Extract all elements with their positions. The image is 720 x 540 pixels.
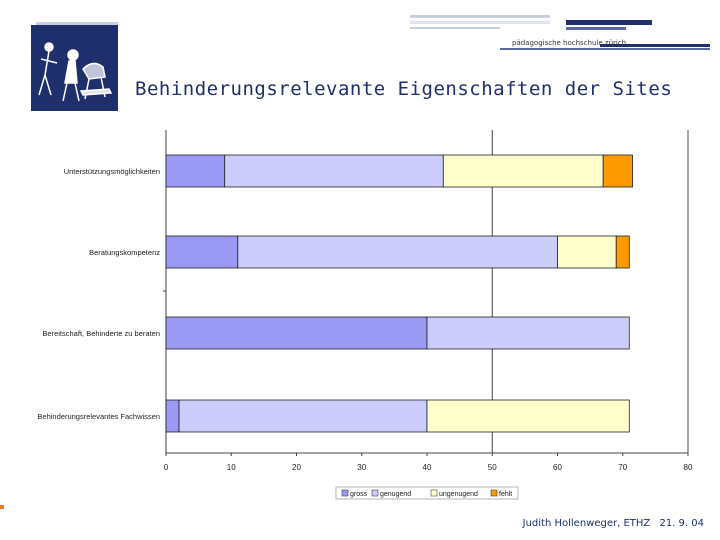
logo-figures-icon — [38, 42, 113, 102]
x-tick-label-0: 0 — [164, 463, 169, 472]
footer: Judith Hollenweger, ETHZ 21. 9. 04 — [517, 518, 704, 529]
bar-fehlt-1 — [602, 154, 633, 188]
footer-date: 21. 9. 04 — [659, 518, 704, 529]
accent-mark — [0, 505, 4, 509]
institution-name: pädagogische hochschule zürich — [512, 39, 627, 47]
legend-box — [335, 486, 519, 500]
bar-gross-3 — [165, 316, 428, 350]
bar-fehlt-2 — [615, 235, 630, 269]
x-tick-label-40: 40 — [423, 463, 432, 472]
x-tick-label-50: 50 — [488, 463, 497, 472]
legend-label-gross: gross — [350, 491, 368, 498]
bar-genugend-3 — [426, 316, 630, 350]
x-tick-label-20: 20 — [292, 463, 301, 472]
bar-genugend-2 — [237, 235, 558, 269]
legend-label-genugend: genugend — [380, 491, 411, 498]
category-label-4: Behinderungsrelevantes Fachwissen — [37, 412, 160, 421]
category-label-2: Beratungskompetenz — [89, 248, 160, 257]
header-underline — [500, 44, 710, 50]
bar-genugend-4 — [178, 399, 428, 433]
legend-swatch-gross — [341, 489, 349, 497]
x-tick-label-30: 30 — [357, 463, 366, 472]
x-tick-label-60: 60 — [553, 463, 562, 472]
legend-swatch-genugend — [371, 489, 379, 497]
legend-label-ungenugend: ungenugend — [439, 491, 478, 498]
bar-ungenugend-1 — [442, 154, 604, 188]
header-decoration — [36, 15, 652, 30]
x-tick-label-10: 10 — [227, 463, 236, 472]
bar-gross-2 — [165, 235, 239, 269]
legend-swatch-fehlt — [490, 489, 498, 497]
legend-label-fehlt: fehlt — [499, 491, 512, 498]
category-label-3: Bereitschaft, Behinderte zu beraten — [42, 329, 160, 338]
category-label-1: Unterstützungsmöglichkeiten — [64, 167, 160, 176]
bar-ungenugend-4 — [426, 399, 630, 433]
footer-author: Judith Hollenweger, ETHZ — [522, 518, 651, 529]
bar-genugend-1 — [224, 154, 444, 188]
logo — [31, 25, 118, 111]
x-tick-label-80: 80 — [684, 463, 693, 472]
slide-title: Behinderungsrelevante Eigenschaften der … — [135, 78, 673, 100]
bar-ungenugend-2 — [557, 235, 617, 269]
bar-gross-1 — [165, 154, 226, 188]
x-tick-label-70: 70 — [618, 463, 627, 472]
bar-gross-4 — [165, 399, 180, 433]
legend-swatch-ungenugend — [430, 489, 438, 497]
